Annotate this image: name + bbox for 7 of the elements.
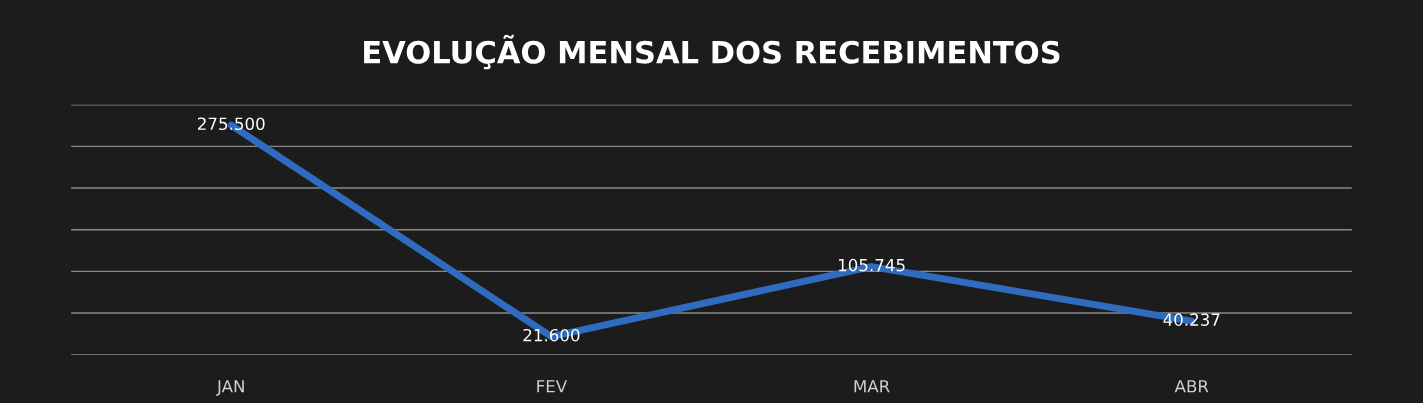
data-label: 275.500	[198, 117, 265, 131]
x-tick-label: FEV	[537, 380, 568, 393]
data-label: 21.600	[523, 328, 580, 342]
x-tick-label: JAN	[216, 380, 244, 396]
x-tick-label: ABR	[1174, 380, 1209, 393]
x-tick-label: MAR	[854, 380, 890, 393]
chart-title: EVOLUÇÃO MENSAL DOS RECEBIMENTOS	[364, 34, 1060, 70]
